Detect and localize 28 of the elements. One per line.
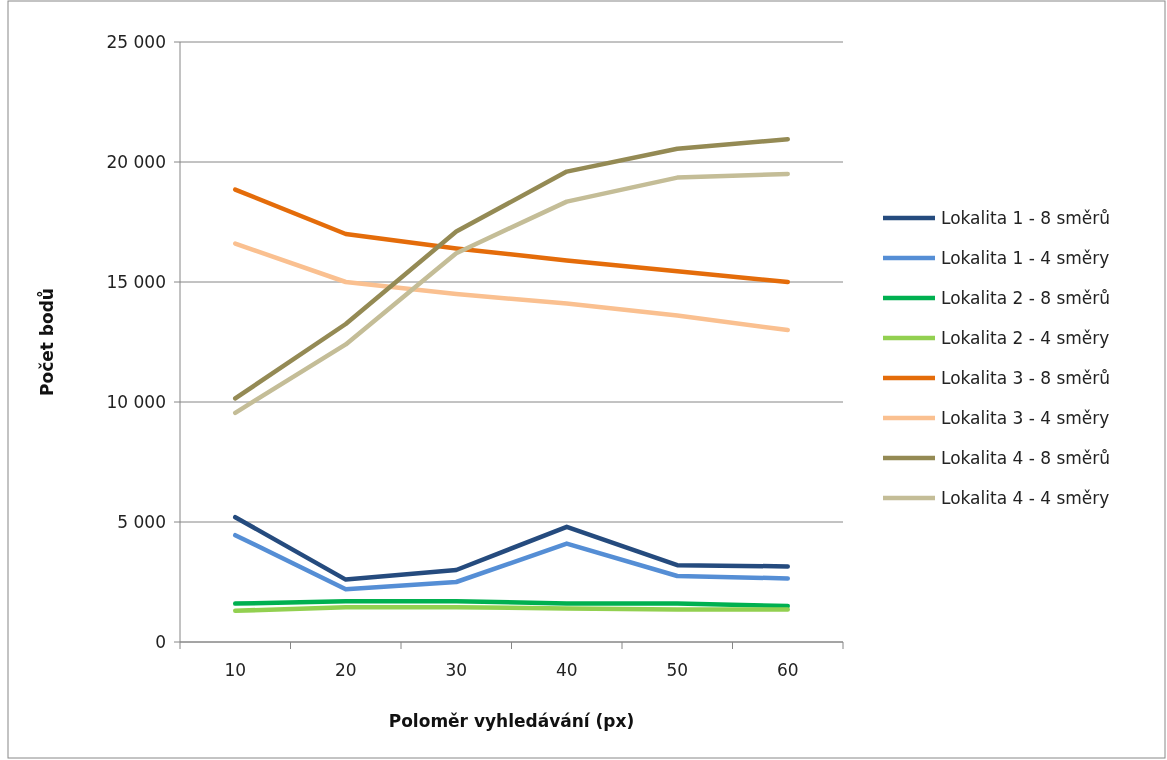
y-tick-label: 25 000 xyxy=(106,31,166,52)
x-tick-label: 10 xyxy=(224,660,247,680)
y-tick-label: 15 000 xyxy=(106,271,166,292)
y-tick-label: 20 000 xyxy=(106,151,166,172)
line-series xyxy=(233,136,790,401)
x-axis-title: Poloměr vyhledávání (px) xyxy=(388,711,635,731)
line-series xyxy=(233,241,790,333)
legend-label: Lokalita 3 - 4 směry xyxy=(941,407,1110,428)
legend-label: Lokalita 4 - 4 směry xyxy=(941,487,1110,508)
line-series xyxy=(233,171,790,416)
legend-label: Lokalita 1 - 4 směry xyxy=(941,247,1110,268)
x-tick-label: 50 xyxy=(666,660,689,680)
line-series xyxy=(233,187,790,285)
legend-label: Lokalita 3 - 8 směrů xyxy=(941,367,1111,388)
y-tick-label: 0 xyxy=(155,631,166,652)
y-tick-label: 10 000 xyxy=(106,391,166,412)
x-tick-label: 30 xyxy=(445,660,468,680)
legend-label: Lokalita 4 - 8 směrů xyxy=(941,447,1111,468)
y-axis-title: Počet bodů xyxy=(36,288,57,396)
x-tick-label: 60 xyxy=(776,660,799,680)
legend-label: Lokalita 1 - 8 směrů xyxy=(941,207,1111,228)
x-tick-label: 20 xyxy=(334,660,357,680)
legend-label: Lokalita 2 - 4 směry xyxy=(941,327,1110,348)
y-tick-label: 5 000 xyxy=(117,511,166,532)
line-series xyxy=(233,532,790,592)
x-tick-label: 40 xyxy=(555,660,578,680)
legend-label: Lokalita 2 - 8 směrů xyxy=(941,287,1111,308)
line-series xyxy=(233,514,790,582)
